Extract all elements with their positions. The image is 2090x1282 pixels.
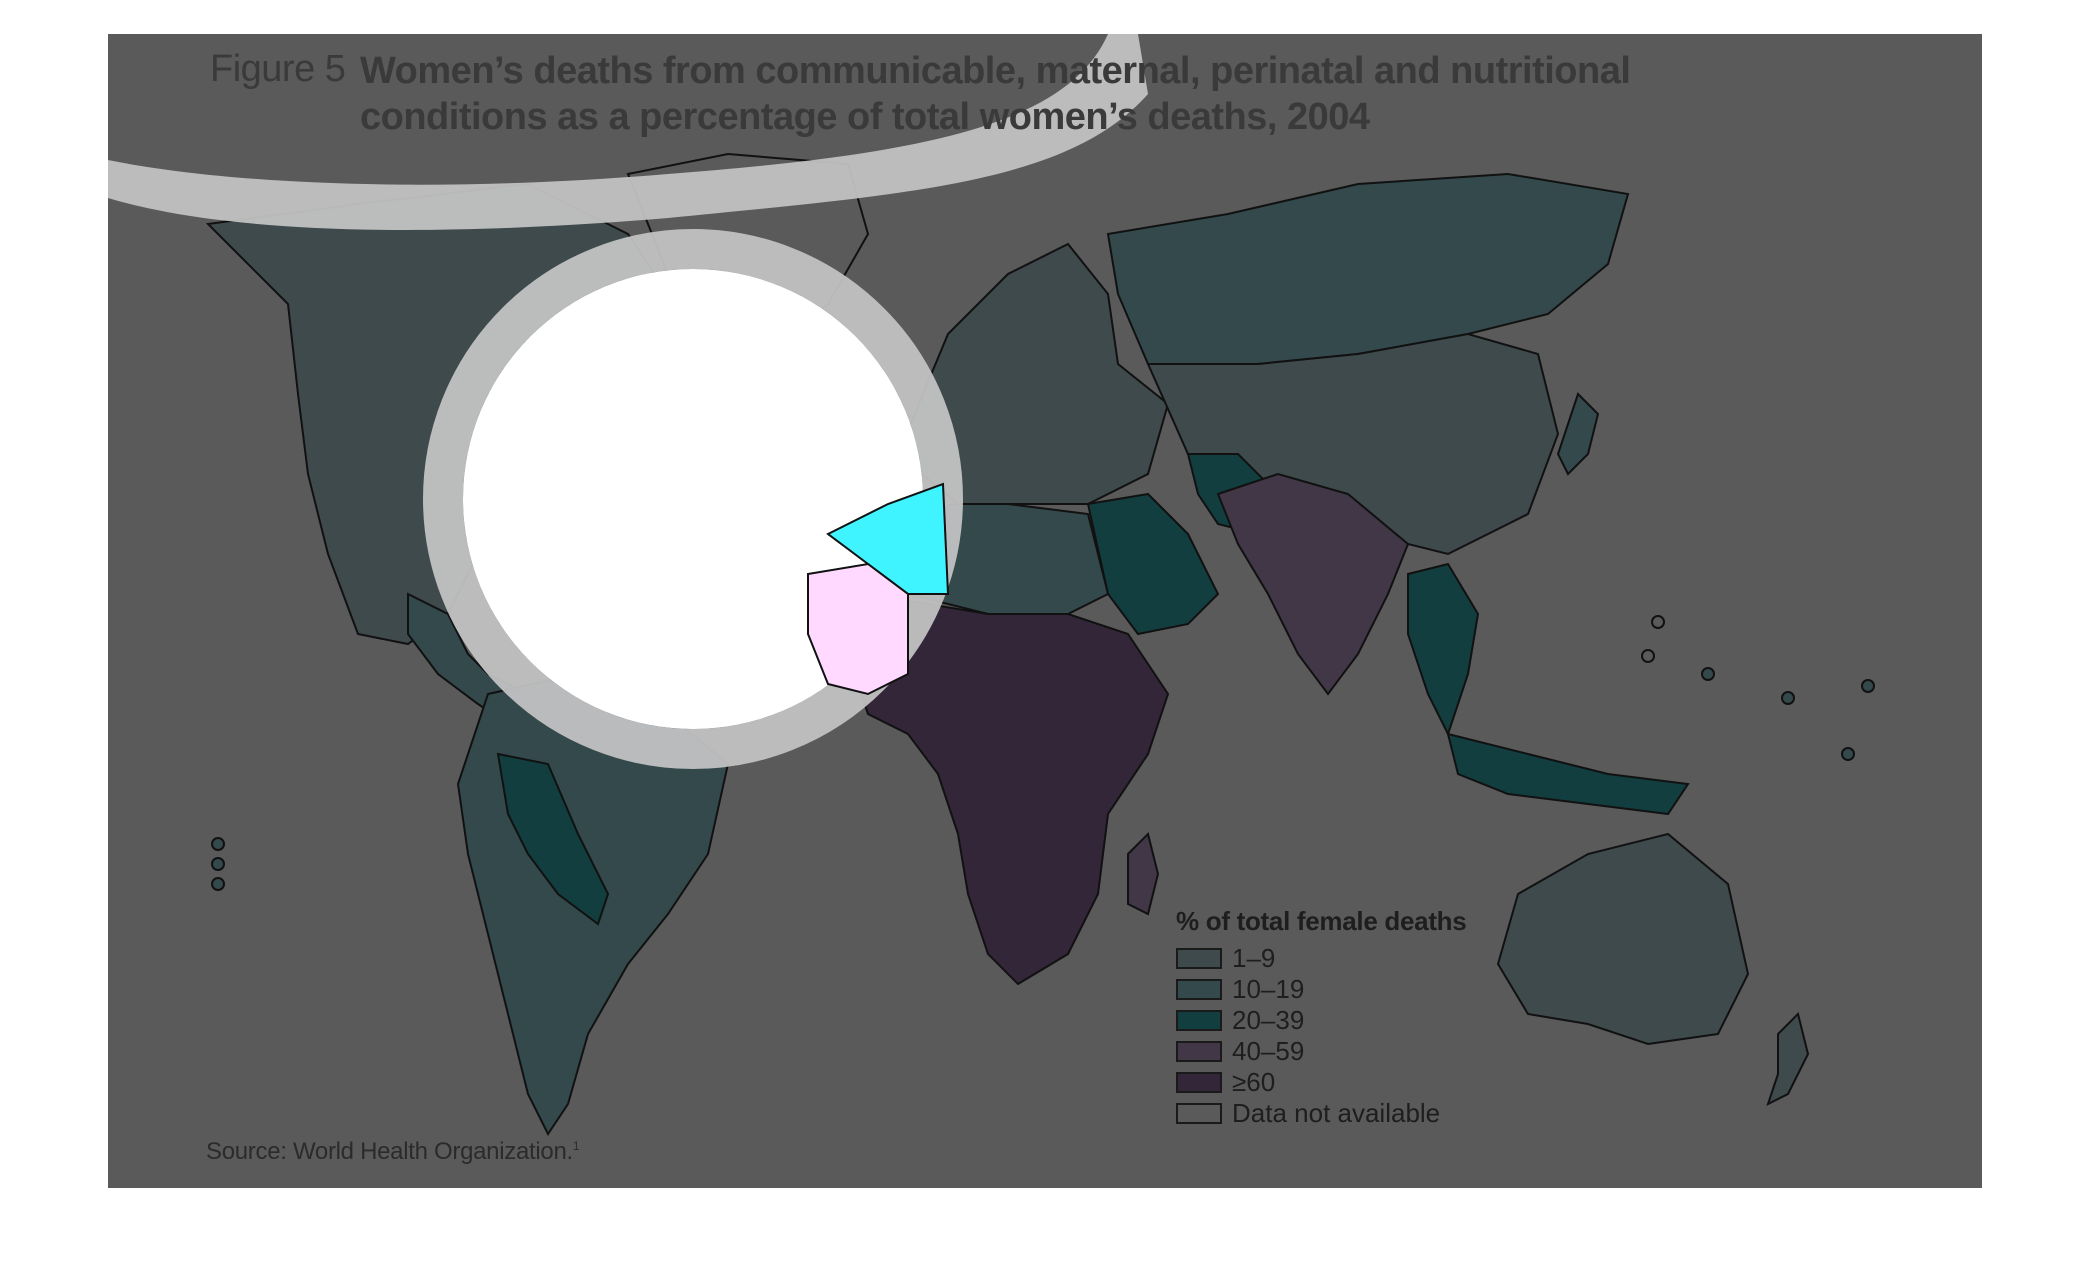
- legend-label: Data not available: [1232, 1098, 1441, 1128]
- source-text: Source: World Health Organization.: [206, 1138, 573, 1165]
- region-japan: [1556, 392, 1600, 476]
- island-marker: [1781, 691, 1795, 705]
- legend-item: 10–19: [1176, 974, 1466, 1005]
- region-indonesia: [1446, 732, 1690, 816]
- legend-label: 10–19: [1232, 974, 1305, 1004]
- legend-swatch: [1176, 948, 1222, 969]
- legend-item: 20–39: [1176, 1005, 1466, 1036]
- island-marker: [1651, 615, 1665, 629]
- island-marker: [211, 857, 225, 871]
- halo-arc-top: [108, 34, 1148, 230]
- map-legend: % of total female deaths 1–9 10–19 20–39…: [1176, 906, 1467, 1129]
- legend-swatch: [1176, 1010, 1222, 1031]
- legend-item: 40–59: [1176, 1036, 1466, 1067]
- island-marker: [1841, 747, 1855, 761]
- source-footnote: 1: [572, 1139, 580, 1153]
- legend-label: ≥60: [1232, 1067, 1276, 1097]
- legend-label: 40–59: [1232, 1036, 1305, 1066]
- legend-label: 20–39: [1232, 1005, 1305, 1035]
- region-southeast-asia: [1407, 562, 1480, 737]
- legend-item: ≥60: [1176, 1067, 1466, 1098]
- legend-title: % of total female deaths: [1176, 906, 1467, 936]
- region-madagascar: [1127, 832, 1160, 916]
- legend-item: 1–9: [1176, 943, 1466, 974]
- legend-label: 1–9: [1232, 943, 1276, 973]
- world-map: [108, 34, 1875, 1136]
- legend-item: Data not available: [1176, 1098, 1466, 1129]
- legend-swatch: [1176, 1072, 1222, 1093]
- region-andes: [496, 752, 610, 926]
- island-marker: [1641, 649, 1655, 663]
- figure-label: Figure 5: [210, 48, 346, 90]
- region-middle-east: [1086, 492, 1220, 636]
- legend-swatch: [1176, 1103, 1222, 1124]
- legend-swatch: [1176, 979, 1222, 1000]
- island-marker: [211, 837, 225, 851]
- region-australia: [1496, 832, 1750, 1046]
- region-sub-saharan-africa: [846, 592, 1170, 986]
- legend-swatch: [1176, 1041, 1222, 1062]
- region-new-zealand: [1766, 1012, 1810, 1106]
- island-marker: [1701, 667, 1715, 681]
- region-south-asia: [1216, 472, 1410, 696]
- map-panel: [108, 34, 1982, 1188]
- figure-title: Women’s deaths from communicable, matern…: [360, 50, 1631, 138]
- highlight-pink: [807, 562, 909, 696]
- island-marker: [1861, 679, 1875, 693]
- source-note: Source: World Health Organization.1: [206, 1138, 580, 1166]
- island-marker: [211, 877, 225, 891]
